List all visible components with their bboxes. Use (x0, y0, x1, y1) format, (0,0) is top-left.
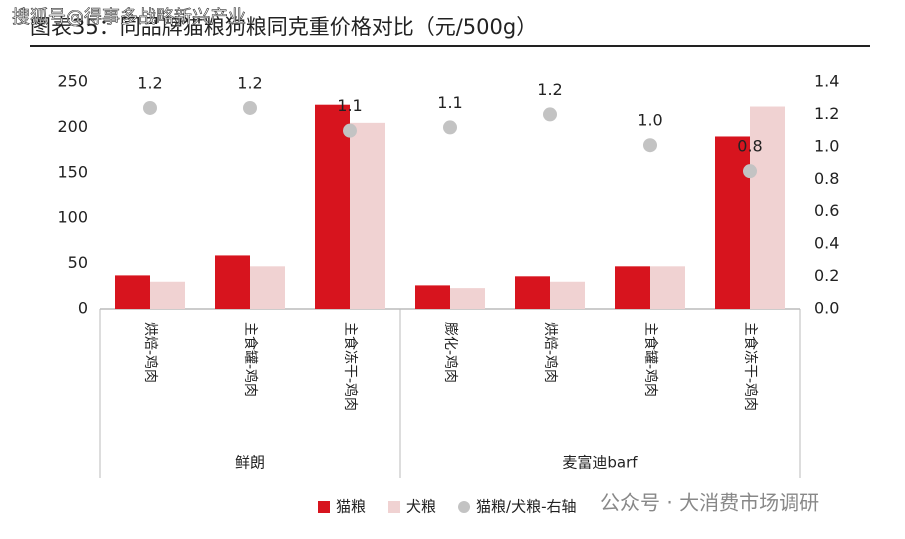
ratio-dot (443, 120, 457, 135)
watermark: 搜狐号@得事多战略新兴产业 (12, 7, 246, 28)
y2-tick-label: 1.4 (814, 72, 839, 91)
x-tick-label: 主食冻干-鸡肉 (742, 322, 759, 411)
y2-tick-label: 0.2 (814, 266, 839, 285)
bar (115, 275, 150, 309)
bar (715, 136, 750, 309)
ratio-dot (143, 100, 157, 115)
x-tick-label: 主食罐-鸡肉 (242, 322, 259, 397)
y-tick-label: 200 (57, 117, 88, 136)
legend-label: 猫粮/犬粮-右轴 (476, 498, 576, 516)
bar (150, 281, 185, 309)
x-tick-label: 主食冻干-鸡肉 (342, 322, 359, 411)
bar (315, 104, 350, 309)
x-tick-label: 主食罐-鸡肉 (642, 322, 659, 397)
bar (550, 281, 585, 309)
legend-swatch (458, 501, 471, 513)
ratio-dot (743, 164, 757, 179)
chart-title: 图表35：同品牌猫粮狗粮同克重价格对比（元/500g） (30, 15, 537, 39)
ratio-dot (343, 123, 357, 138)
bar (450, 288, 485, 309)
legend-swatch (388, 501, 401, 513)
y2-tick-label: 0.4 (814, 234, 839, 253)
bar (750, 106, 785, 310)
x-tick-label: 烘焙-鸡肉 (542, 322, 559, 383)
y2-tick-label: 0.0 (814, 299, 839, 318)
y2-tick-label: 0.8 (814, 169, 839, 188)
ratio-dot (643, 138, 657, 153)
data-label: 1.0 (637, 111, 662, 130)
legend-swatch (318, 501, 330, 513)
bar (250, 266, 285, 309)
bar (650, 266, 685, 309)
data-label: 1.1 (337, 96, 362, 115)
bar (215, 255, 250, 309)
x-tick-label: 烘焙-鸡肉 (142, 322, 159, 383)
legend-label: 犬粮 (406, 498, 436, 516)
y2-tick-label: 1.2 (814, 104, 839, 123)
bar (515, 276, 550, 309)
y-tick-label: 250 (57, 72, 88, 91)
bar (415, 285, 450, 309)
data-label: 1.1 (437, 93, 462, 112)
data-label: 1.2 (137, 73, 162, 92)
group-label: 鲜朗 (235, 454, 265, 472)
bar (350, 122, 385, 309)
ratio-dot (243, 100, 257, 115)
y2-tick-label: 0.6 (814, 201, 839, 220)
y-tick-label: 50 (68, 253, 88, 272)
x-tick-label: 膨化-鸡肉 (442, 322, 459, 383)
group-label: 麦富迪barf (562, 454, 638, 472)
watermark: 公众号 · 大消费市场调研 (600, 491, 819, 515)
data-label: 0.8 (737, 137, 762, 156)
data-label: 1.2 (537, 80, 562, 99)
y-tick-label: 0 (78, 299, 88, 318)
bar (615, 266, 650, 309)
y2-tick-label: 1.0 (814, 136, 839, 155)
y-tick-label: 150 (57, 162, 88, 181)
y-tick-label: 100 (57, 208, 88, 227)
data-label: 1.2 (237, 73, 262, 92)
legend-label: 猫粮 (336, 498, 366, 516)
ratio-dot (543, 107, 557, 122)
